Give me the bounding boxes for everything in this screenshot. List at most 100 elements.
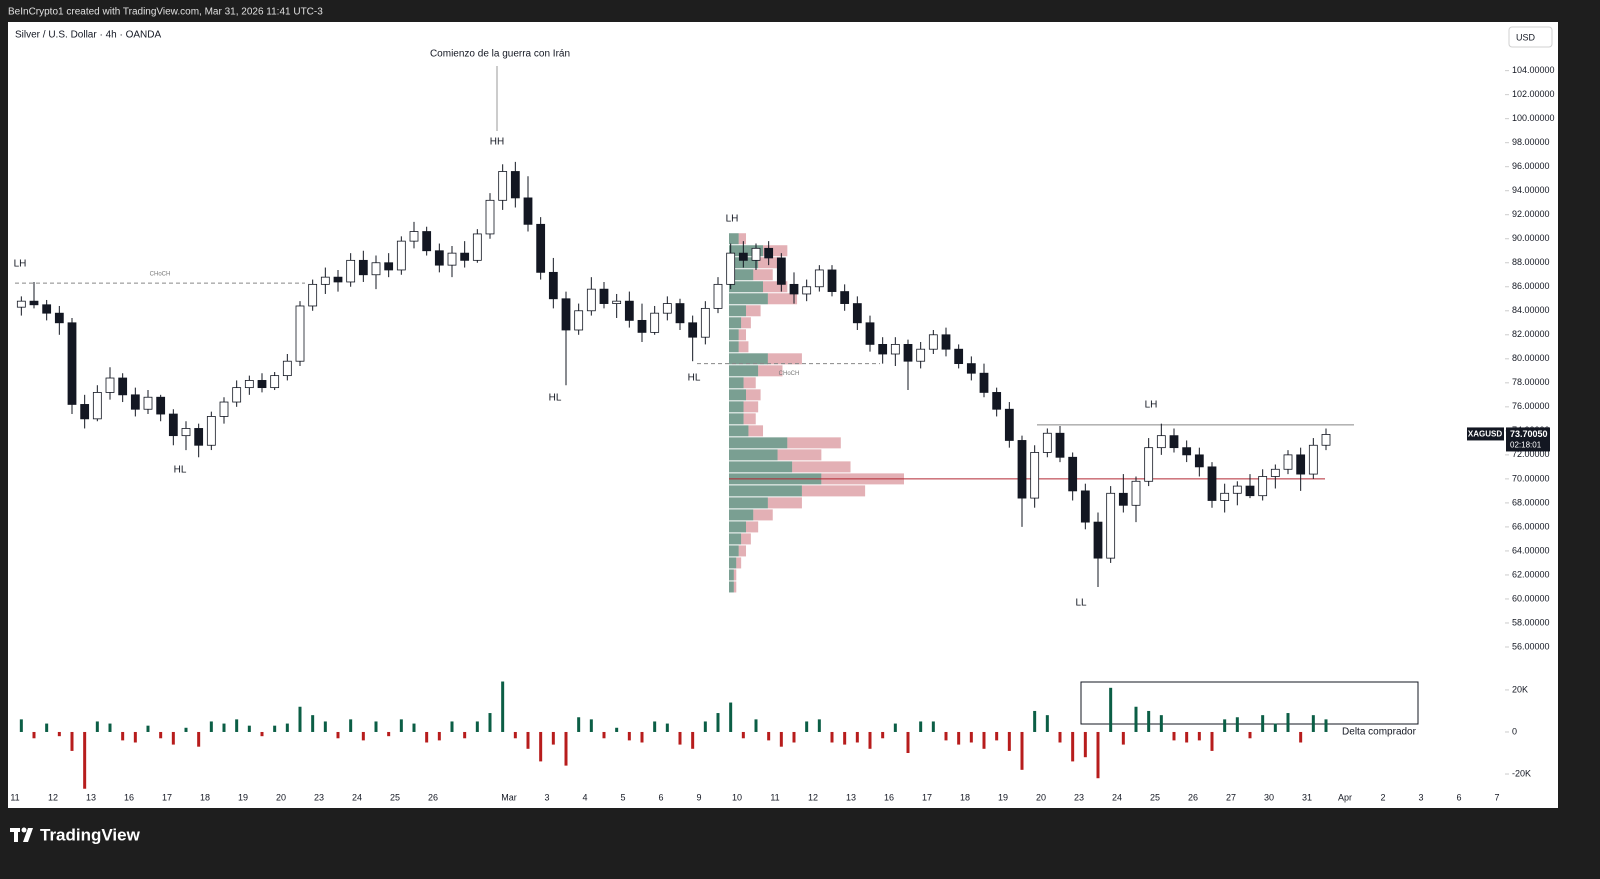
delta-bar: [45, 723, 49, 732]
y-tick-label: 100.00000: [1512, 113, 1555, 123]
delta-bar: [855, 731, 859, 743]
candle-body: [1030, 452, 1040, 499]
profile-up: [729, 269, 754, 281]
delta-bar: [57, 731, 61, 737]
y-tick-label: 88.00000: [1512, 257, 1550, 267]
delta-bar: [893, 723, 897, 732]
candle-body: [232, 387, 242, 403]
delta-bar: [1286, 713, 1290, 732]
candle-body: [662, 303, 672, 314]
candle-body: [1042, 432, 1052, 453]
candle-body: [1004, 408, 1014, 441]
profile-up: [729, 401, 744, 413]
currency-box[interactable]: [1508, 26, 1553, 48]
profile-up: [729, 581, 734, 593]
candle-body: [789, 283, 799, 295]
candle-body: [1194, 454, 1204, 468]
delta-bar: [653, 721, 657, 732]
delta-bar: [881, 731, 885, 739]
candle-body: [954, 348, 964, 365]
candle-body: [295, 305, 305, 362]
candle-body: [206, 416, 216, 446]
candle-body: [384, 262, 394, 271]
candle-body: [764, 247, 774, 259]
delta-bar: [678, 731, 682, 745]
candle-body: [878, 343, 888, 355]
delta-bar: [437, 731, 441, 741]
delta-bar: [285, 723, 289, 732]
delta-bar: [247, 725, 251, 732]
profile-down: [753, 269, 773, 281]
y-tick-label: 80.00000: [1512, 353, 1550, 363]
candle-body: [1068, 456, 1078, 492]
candle-body: [890, 343, 900, 355]
y-tick-label: 56.00000: [1512, 641, 1550, 651]
x-tick-label: 20: [1036, 792, 1046, 802]
candle-body: [1245, 485, 1255, 497]
delta-bar: [817, 719, 821, 732]
candle-body: [346, 259, 356, 283]
profile-down: [733, 581, 737, 593]
delta-bar: [969, 731, 973, 743]
x-tick-label: 18: [960, 792, 970, 802]
logo-part: [21, 827, 27, 833]
delta-bar: [412, 723, 416, 732]
countdown: 02:18:01: [1510, 441, 1542, 450]
candle-body: [80, 404, 90, 420]
delta-bar: [1033, 710, 1037, 732]
y-tick-label: 58.00000: [1512, 617, 1550, 627]
delta-bar: [843, 731, 847, 745]
profile-up: [729, 485, 802, 497]
candle-body: [1118, 492, 1128, 506]
profile-up: [729, 533, 742, 545]
candle-body: [168, 413, 178, 437]
candle-body: [1017, 440, 1027, 499]
profile-up: [729, 521, 747, 533]
delta-bar: [336, 731, 340, 739]
candle-body: [308, 283, 318, 307]
delta-bar: [450, 721, 454, 732]
annotation: Delta comprador: [1342, 727, 1417, 738]
x-tick-label: 17: [922, 792, 932, 802]
x-tick-label: 26: [1188, 792, 1198, 802]
candle-body: [1080, 490, 1090, 523]
x-tick-label: 25: [390, 792, 400, 802]
x-tick-label: 10: [732, 792, 742, 802]
delta-bar: [1197, 731, 1201, 741]
delta-bar: [311, 715, 315, 732]
delta-bar: [1185, 731, 1189, 743]
annotation: LH: [1145, 400, 1158, 411]
candle-body: [700, 307, 710, 338]
candle-body: [181, 428, 191, 437]
y-tick-label: 82.00000: [1512, 329, 1550, 339]
profile-down: [738, 341, 749, 353]
x-tick-label: 19: [238, 792, 248, 802]
y-tick-label: 86.00000: [1512, 281, 1550, 291]
delta-bar: [1134, 706, 1138, 732]
delta-bar: [513, 731, 517, 739]
delta-bar: [1020, 731, 1024, 770]
candle-body: [840, 291, 850, 304]
candle-body: [776, 257, 786, 285]
delta-bar: [754, 719, 758, 732]
x-tick-label: 24: [1112, 792, 1122, 802]
delta-bar: [792, 731, 796, 743]
candle-body: [333, 276, 343, 283]
annotation: HL: [549, 393, 562, 404]
profile-down: [746, 305, 761, 317]
delta-bar: [551, 731, 555, 745]
annotation: LH: [726, 214, 739, 225]
profile-up: [729, 293, 768, 305]
x-tick-label: 16: [884, 792, 894, 802]
candle-body: [574, 310, 584, 331]
profile-down: [767, 353, 802, 365]
profile-down: [743, 413, 756, 425]
profile-up: [729, 233, 739, 245]
delta-tick-label: 0: [1512, 726, 1517, 736]
x-tick-label: 17: [162, 792, 172, 802]
profile-up: [729, 569, 734, 581]
delta-bar: [171, 731, 175, 745]
candle-body: [130, 394, 140, 410]
x-tick-label: 3: [1418, 792, 1423, 802]
